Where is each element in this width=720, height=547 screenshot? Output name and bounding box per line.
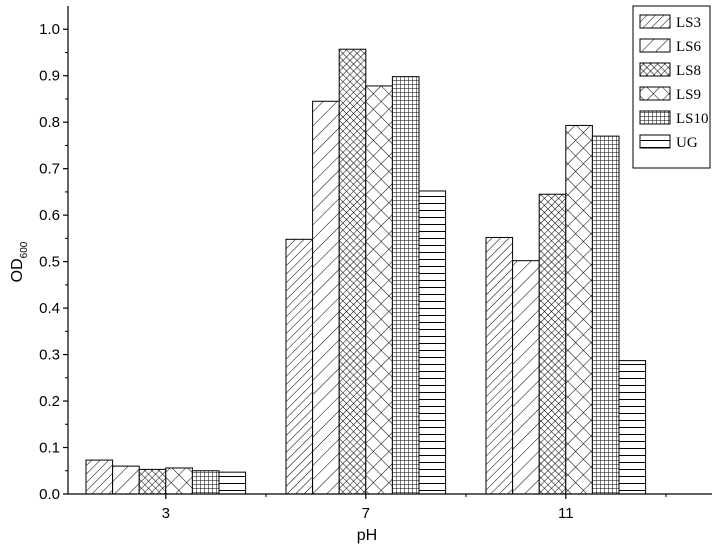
legend-label-ug: UG [676, 135, 698, 151]
bars-group [85, 48, 647, 495]
legend-swatch-ls3 [639, 14, 671, 29]
y-tick-label: 0.0 [39, 486, 60, 503]
y-tick-label: 0.5 [39, 254, 60, 271]
legend: LS3 LS6 LS8 LS9 LS10 UG [632, 5, 711, 169]
bar-ls6-ph7 [312, 100, 340, 495]
y-ticks-group: 0.0 0.1 0.2 0.3 0.4 0.5 0.6 0.7 0.8 0.9 1.0 [39, 21, 68, 503]
legend-swatch-ls9 [639, 86, 671, 101]
y-tick-label: 0.1 [39, 440, 60, 457]
legend-label-ls9: LS9 [676, 87, 701, 103]
y-axis-title-main: OD [9, 258, 26, 282]
legend-label-ls10: LS10 [676, 111, 709, 127]
bar-ls10-ph11 [591, 135, 620, 495]
legend-label-ls6: LS6 [676, 39, 702, 55]
y-tick-label: 0.4 [39, 300, 60, 317]
bar-ls6-ph11 [512, 260, 540, 495]
y-tick-label: 0.6 [39, 207, 60, 224]
y-tick-label: 0.3 [39, 347, 60, 364]
bar-ls3-ph3 [85, 459, 114, 495]
y-tick-label: 0.2 [39, 393, 60, 410]
y-axis-title-subscript: 600 [19, 241, 30, 258]
legend-label-ls3: LS3 [676, 15, 701, 31]
y-tick-label: 0.7 [39, 161, 60, 178]
legend-swatch-ug [639, 134, 671, 149]
legend-swatch-ls8 [639, 62, 671, 77]
bar-ls8-ph11 [538, 193, 567, 495]
legend-label-ls8: LS8 [676, 63, 701, 79]
bar-ls6-ph3 [112, 465, 140, 495]
bar-ug-ph11 [618, 360, 647, 495]
y-tick-label: 0.8 [39, 114, 60, 131]
x-tick-label: 11 [558, 505, 574, 522]
bar-ls10-ph3 [191, 470, 220, 495]
bar-ls10-ph7 [391, 76, 420, 495]
x-tick-label: 7 [362, 505, 370, 522]
bar-ls9-ph11 [565, 124, 593, 495]
bar-ls9-ph7 [365, 85, 393, 495]
bar-ls9-ph3 [165, 467, 193, 495]
legend-swatch-ls6 [639, 38, 671, 53]
y-axis-title: OD600 [9, 241, 30, 282]
x-tick-label: 3 [162, 505, 170, 522]
bar-ls3-ph7 [285, 238, 314, 495]
bar-ug-ph3 [218, 471, 247, 495]
bar-ug-ph7 [418, 190, 447, 495]
x-axis-title: pH [357, 527, 377, 544]
y-tick-label: 0.9 [39, 68, 60, 85]
bar-ls8-ph7 [338, 48, 367, 495]
x-ticks-group: 3 7 11 [162, 494, 667, 522]
legend-swatch-ls10 [639, 110, 671, 125]
y-tick-label: 1.0 [39, 21, 60, 38]
bar-ls8-ph3 [138, 468, 167, 495]
bar-ls3-ph11 [485, 236, 514, 495]
